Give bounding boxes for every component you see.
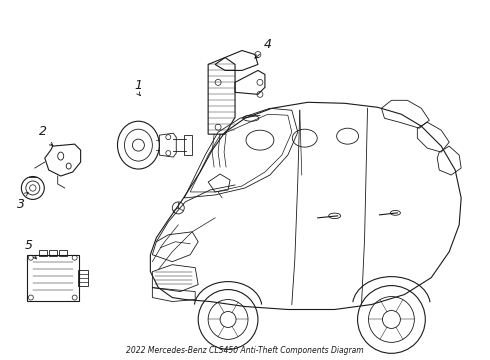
Text: 2022 Mercedes-Benz CLS450 Anti-Theft Components Diagram: 2022 Mercedes-Benz CLS450 Anti-Theft Com… bbox=[126, 346, 364, 355]
Text: 1: 1 bbox=[134, 79, 143, 92]
Text: 5: 5 bbox=[25, 239, 33, 252]
Text: 3: 3 bbox=[17, 198, 25, 211]
Text: 4: 4 bbox=[264, 37, 272, 50]
Text: 2: 2 bbox=[39, 125, 47, 138]
